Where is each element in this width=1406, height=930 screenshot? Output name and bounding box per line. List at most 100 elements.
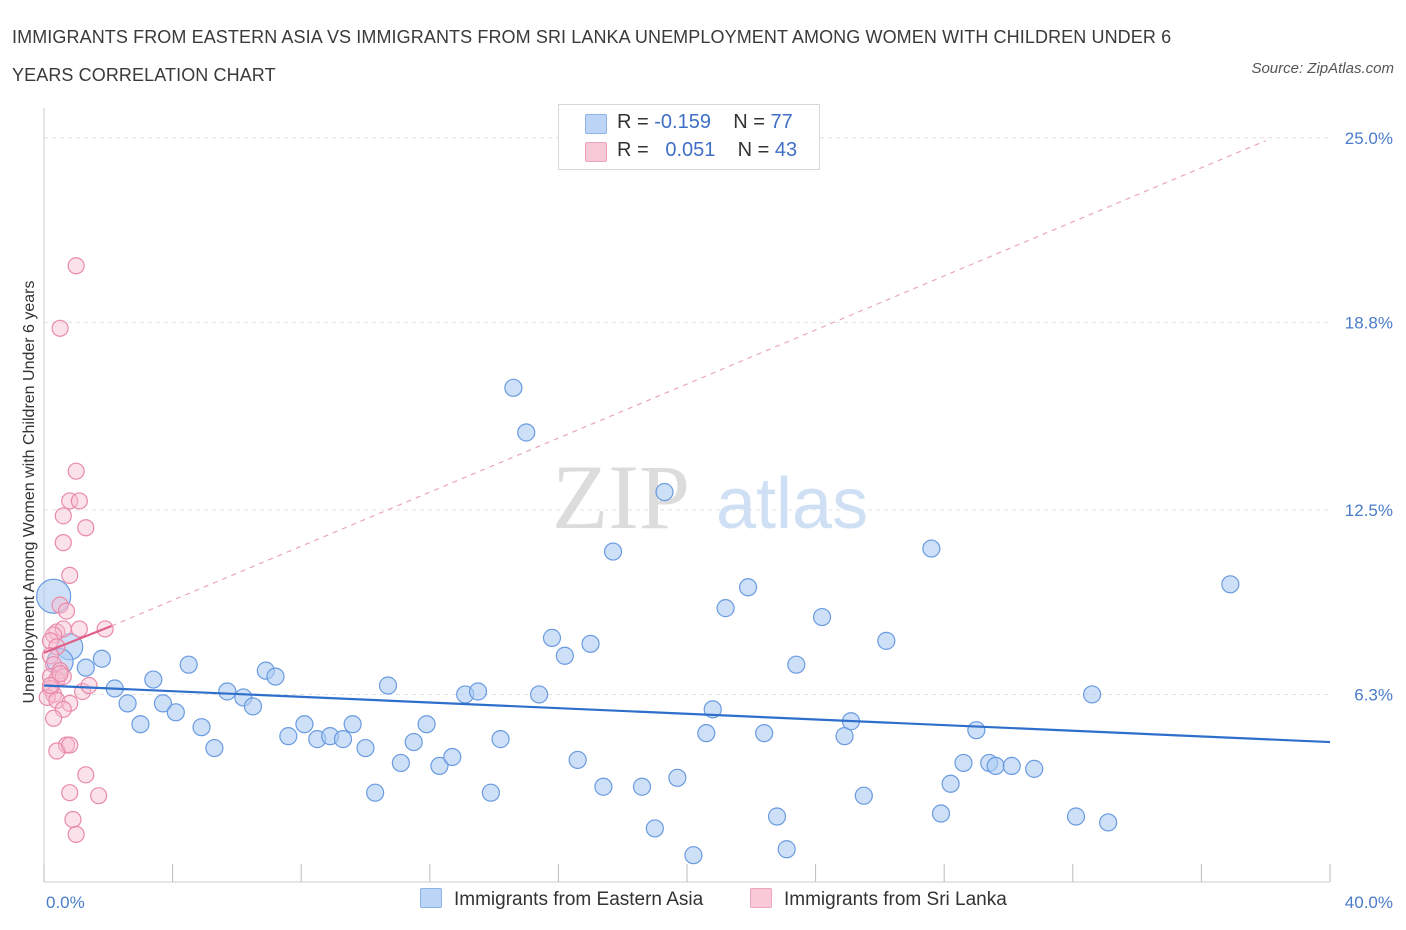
point-eastern-asia-10 (166, 703, 185, 722)
point-eastern-asia-18 (266, 667, 285, 686)
point-eastern-asia-11 (179, 655, 198, 674)
bottom-legend-eastern-asia: Immigrants from Eastern Asia (420, 888, 703, 911)
trend-line-sri-lanka-extended (111, 140, 1266, 627)
point-sri-lanka-11 (70, 620, 88, 638)
point-sri-lanka-9 (51, 596, 69, 614)
point-eastern-asia-47 (645, 819, 664, 838)
point-eastern-asia-34 (468, 682, 488, 701)
legend-stats-blue: R = -0.159 N = 77 (617, 111, 793, 133)
y-tick-label-1: 12.5% (1345, 501, 1393, 520)
point-sri-lanka-1 (51, 319, 69, 337)
point-eastern-asia-28 (391, 753, 410, 773)
point-eastern-asia-4 (92, 649, 111, 668)
point-eastern-asia-70 (986, 756, 1005, 776)
point-eastern-asia-38 (517, 423, 536, 442)
point-eastern-asia-73 (1066, 807, 1086, 826)
legend-swatch-pink (585, 142, 607, 162)
point-eastern-asia-29 (404, 732, 423, 752)
point-eastern-asia-75 (1099, 813, 1118, 832)
point-eastern-asia-74 (1082, 685, 1102, 704)
point-eastern-asia-26 (366, 783, 385, 802)
point-eastern-asia-6 (118, 694, 137, 713)
point-eastern-asia-24 (343, 715, 362, 734)
point-eastern-asia-56 (767, 807, 787, 826)
point-sri-lanka-27 (48, 691, 66, 710)
point-eastern-asia-55 (755, 724, 774, 743)
point-eastern-asia-40 (542, 628, 562, 647)
point-sri-lanka-37 (61, 784, 79, 802)
point-sri-lanka-4 (70, 492, 88, 510)
point-eastern-asia-37 (504, 378, 523, 397)
point-sri-lanka-6 (77, 519, 95, 537)
y-tick-labels: 6.3% 12.5% 18.8% 25.0% (1345, 129, 1393, 705)
point-eastern-asia-53 (716, 599, 735, 618)
point-eastern-asia-57 (777, 840, 796, 859)
series-sri-lanka (38, 257, 114, 843)
point-eastern-asia-44 (594, 777, 613, 796)
point-eastern-asia-41 (555, 646, 574, 665)
point-eastern-asia-13 (205, 738, 224, 758)
trend-line-eastern-asia (43, 684, 1331, 744)
point-sri-lanka-10 (57, 602, 76, 620)
point-sri-lanka-16 (41, 632, 60, 650)
point-eastern-asia-68 (967, 721, 986, 740)
point-eastern-asia-63 (877, 631, 896, 650)
point-eastern-asia-59 (812, 607, 832, 627)
gridlines (44, 137, 1330, 695)
point-eastern-asia-48 (655, 482, 674, 502)
point-sri-lanka-36 (77, 766, 95, 784)
x-tick-label-1: 40.0% (1345, 893, 1393, 912)
point-eastern-asia-14 (218, 682, 237, 701)
trend-extended-sri-lanka (111, 140, 1266, 627)
point-sri-lanka-40 (67, 825, 85, 843)
x-tick-label-0: 0.0% (46, 893, 85, 912)
point-eastern-asia-64 (922, 539, 941, 558)
watermark: ZIP atlas (552, 446, 868, 548)
point-eastern-asia-46 (632, 777, 652, 796)
stats-legend: R = -0.159 N = 77 R = 0.051 N = 43 (558, 104, 820, 170)
point-eastern-asia-8 (144, 670, 163, 689)
y-tick-label-3: 25.0% (1345, 129, 1393, 148)
point-eastern-asia-58 (787, 655, 806, 674)
point-sri-lanka-39 (64, 810, 82, 829)
point-eastern-asia-52 (703, 700, 722, 719)
point-sri-lanka-7 (54, 534, 72, 552)
point-eastern-asia-45 (603, 542, 623, 561)
point-eastern-asia-72 (1025, 759, 1044, 778)
point-eastern-asia-19 (279, 727, 298, 746)
point-sri-lanka-3 (61, 492, 79, 510)
chart-title: IMMIGRANTS FROM EASTERN ASIA VS IMMIGRAN… (12, 27, 1172, 85)
x-tick-labels: 0.0% 40.0% (46, 893, 1393, 912)
point-eastern-asia-3 (76, 658, 95, 677)
point-eastern-asia-51 (697, 724, 716, 743)
bottom-legend-sri-lanka: Immigrants from Sri Lanka (750, 888, 1007, 911)
point-eastern-asia-66 (941, 774, 960, 793)
point-eastern-asia-54 (738, 578, 758, 597)
point-eastern-asia-20 (295, 715, 314, 734)
y-axis-label: Unemployment Among Women with Children U… (21, 280, 38, 703)
trend-line-sri-lanka (43, 624, 112, 654)
watermark-atlas: atlas (716, 464, 868, 544)
point-eastern-asia-36 (491, 730, 510, 749)
point-eastern-asia-67 (954, 753, 973, 773)
point-eastern-asia-39 (530, 685, 549, 704)
point-eastern-asia-62 (854, 786, 873, 805)
point-sri-lanka-0 (67, 257, 85, 275)
point-eastern-asia-25 (356, 738, 375, 758)
axes (43, 108, 1331, 883)
bottom-legend-label-blue: Immigrants from Eastern Asia (454, 889, 704, 910)
point-sri-lanka-35 (61, 736, 79, 754)
series-eastern-asia (36, 378, 1240, 865)
source-label: Source: ZipAtlas.com (1251, 60, 1394, 77)
point-sri-lanka-32 (45, 709, 63, 727)
point-sri-lanka-28 (61, 694, 79, 712)
trend-lines (43, 624, 1331, 744)
bottom-legend-swatch-pink (750, 888, 772, 908)
y-tick-label-2: 18.8% (1345, 313, 1393, 332)
point-eastern-asia-43 (581, 634, 600, 653)
point-eastern-asia-27 (378, 676, 398, 695)
y-tick-label-0: 6.3% (1354, 685, 1393, 704)
point-eastern-asia-50 (684, 846, 703, 865)
point-eastern-asia-31 (430, 756, 449, 776)
legend-swatch-blue (585, 114, 607, 134)
